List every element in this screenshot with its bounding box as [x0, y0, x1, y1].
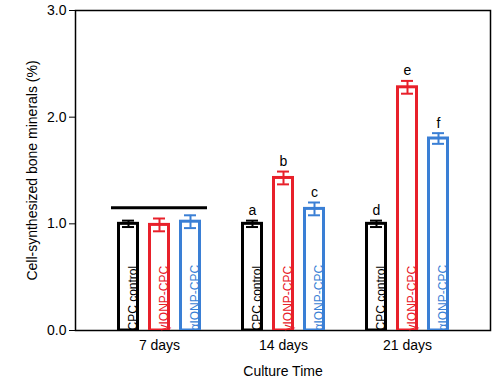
svg-text:αIONP-CPC: αIONP-CPC — [188, 265, 202, 331]
svg-text:21 days: 21 days — [383, 337, 432, 353]
svg-text:γIONP-CPC: γIONP-CPC — [281, 265, 295, 330]
svg-text:2.0: 2.0 — [47, 109, 67, 125]
svg-text:c: c — [311, 184, 318, 200]
svg-text:αIONP-CPC: αIONP-CPC — [312, 265, 326, 331]
svg-text:3.0: 3.0 — [47, 2, 67, 18]
svg-text:d: d — [373, 202, 381, 218]
svg-text:1.0: 1.0 — [47, 215, 67, 231]
svg-text:e: e — [404, 62, 412, 78]
svg-text:a: a — [249, 202, 257, 218]
svg-text:Culture Time: Culture Time — [243, 363, 323, 379]
svg-text:7 days: 7 days — [139, 337, 180, 353]
svg-text:b: b — [280, 153, 288, 169]
svg-text:CPC control: CPC control — [126, 266, 140, 331]
svg-text:γIONP-CPC: γIONP-CPC — [157, 265, 171, 330]
svg-text:CPC control: CPC control — [374, 266, 388, 331]
svg-text:Cell-synthesized bone minerals: Cell-synthesized bone minerals (%) — [24, 60, 40, 280]
svg-text:14 days: 14 days — [259, 337, 308, 353]
svg-text:γIONP-CPC: γIONP-CPC — [405, 265, 419, 330]
svg-text:αIONP-CPC: αIONP-CPC — [436, 265, 450, 331]
svg-text:f: f — [437, 115, 441, 131]
svg-text:0.0: 0.0 — [47, 322, 67, 338]
svg-text:CPC control: CPC control — [250, 266, 264, 331]
